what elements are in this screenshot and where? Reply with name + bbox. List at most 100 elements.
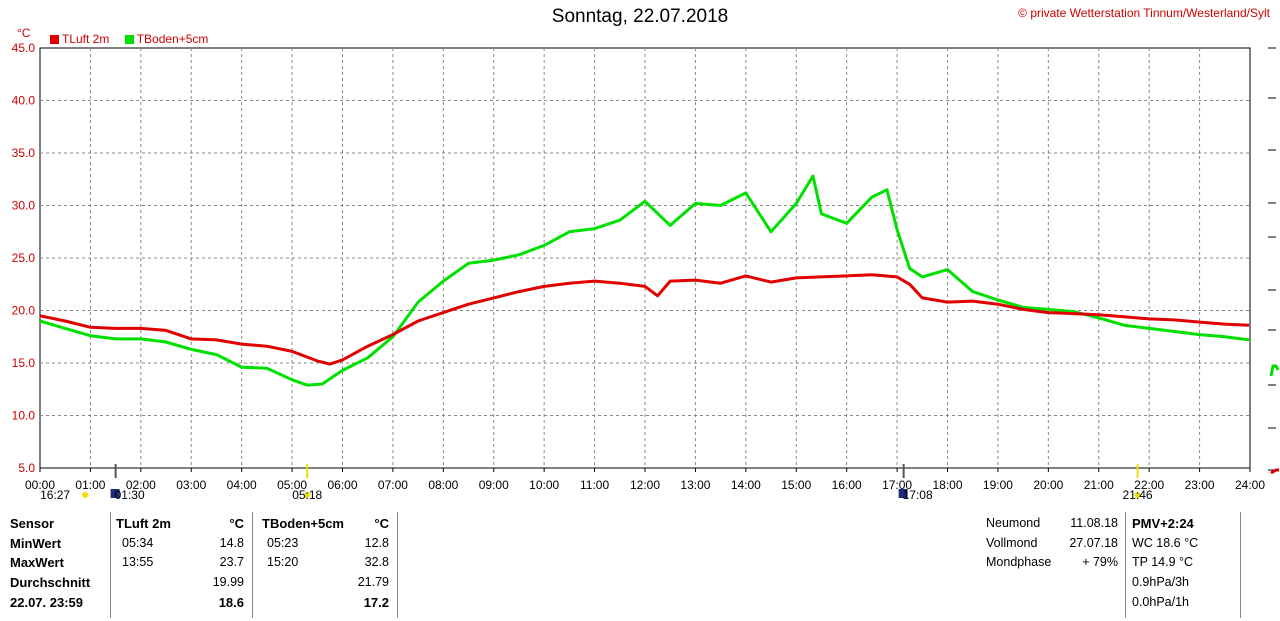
tboden-unit: °C xyxy=(374,516,389,531)
marker-label: 16:27 xyxy=(40,488,70,502)
sunset-dot xyxy=(1134,492,1141,498)
x-tick-label: 18:00 xyxy=(932,478,962,492)
divider xyxy=(1125,512,1126,618)
y-tick-label: 40.0 xyxy=(12,94,36,108)
mondphase-label: Mondphase xyxy=(986,555,1052,569)
divider xyxy=(252,512,253,618)
chart-grid xyxy=(39,47,1251,469)
tboden-avg: 21.79 xyxy=(357,575,389,589)
stats-labels: Sensor MinWert MaxWert Durchschnitt 22.0… xyxy=(10,510,110,621)
x-tick-label: 21:00 xyxy=(1084,478,1114,492)
vollmond-label: Vollmond xyxy=(986,536,1038,550)
y-tick-label: 30.0 xyxy=(12,199,36,213)
tluft-min-val: 14.8 xyxy=(219,536,244,550)
label-avg: Durchschnitt xyxy=(10,575,91,590)
x-tick-label: 16:00 xyxy=(832,478,862,492)
x-tick-label: 00:00 xyxy=(25,478,55,492)
legend-swatch-red xyxy=(50,34,59,44)
legend-label-tboden: TBoden+5cm xyxy=(136,32,209,46)
stats-panel: Sensor MinWert MaxWert Durchschnitt 22.0… xyxy=(0,510,1280,621)
extra-info: PMV+2:24 WC 18.6 °C TP 14.9 °C 0.9hPa/3h… xyxy=(1132,510,1242,621)
stats-tluft: TLuft 2m °C 05:34 14.8 13:55 23.7 19.99 … xyxy=(110,510,252,621)
pressure-3h: 0.9hPa/3h xyxy=(1132,575,1189,589)
y-axis-unit: °C xyxy=(17,26,31,40)
tluft-max-time: 13:55 xyxy=(122,555,154,569)
legend-item-tboden: TBoden+5cm xyxy=(124,32,209,46)
chart-legend: TLuft 2m TBoden+5cm xyxy=(50,32,220,47)
sun-moon-markers: 16:27 01:30 05:18 17:08 21:46 xyxy=(40,464,1153,502)
x-tick-label: 24:00 xyxy=(1235,478,1265,492)
marker-label: 05:18 xyxy=(292,488,322,502)
moonrise-icon xyxy=(110,489,120,498)
x-tick-label: 05:00 xyxy=(277,478,307,492)
x-tick-label: 03:00 xyxy=(176,478,206,492)
x-tick-label: 13:00 xyxy=(680,478,710,492)
mondphase-val: + 79% xyxy=(1082,555,1118,569)
y-tick-label: 20.0 xyxy=(12,304,36,318)
y-tick-label: 10.0 xyxy=(12,409,36,423)
y-tick-label: 5.0 xyxy=(18,461,35,475)
legend-item-tluft: TLuft 2m xyxy=(50,32,109,46)
tluft-min-time: 05:34 xyxy=(122,536,154,550)
x-tick-label: 02:00 xyxy=(126,478,156,492)
x-tick-label: 19:00 xyxy=(983,478,1013,492)
marker-label: 17:08 xyxy=(903,488,933,502)
chart-title: Sonntag, 22.07.2018 xyxy=(551,6,729,27)
sunrise-dot xyxy=(304,492,311,498)
label-min: MinWert xyxy=(10,536,62,551)
moonset-icon xyxy=(898,489,908,498)
y-tick-label: 35.0 xyxy=(12,146,36,160)
chart-series xyxy=(39,174,1250,387)
x-tick-label: 08:00 xyxy=(428,478,458,492)
stats-tboden: TBoden+5cm °C 05:23 12.8 15:20 32.8 21.7… xyxy=(252,510,397,621)
series-line-1 xyxy=(39,174,1250,387)
x-tick-label: 11:00 xyxy=(580,478,609,492)
label-last: 22.07. 23:59 xyxy=(10,595,84,610)
y-tick-label: 15.0 xyxy=(12,356,36,370)
label-sensor: Sensor xyxy=(10,516,55,531)
legend-label-tluft: TLuft 2m xyxy=(62,32,110,46)
tluft-last: 18.6 xyxy=(218,595,244,610)
x-tick-label: 17:00 xyxy=(882,478,912,492)
tluft-max-val: 23.7 xyxy=(219,555,244,569)
x-tick-label: 14:00 xyxy=(731,478,761,492)
x-axis-ticks: 00:00 01:00 02:00 03:00 04:00 05:00 06:00 07:00… xyxy=(25,468,1265,492)
tboden-last: 17.2 xyxy=(363,595,389,610)
label-max: MaxWert xyxy=(10,555,64,570)
divider xyxy=(1240,512,1241,618)
tboden-min-val: 12.8 xyxy=(364,536,389,550)
moon-info: Neumond 11.08.18 Vollmond 27.07.18 Mondp… xyxy=(986,510,1118,621)
x-tick-label: 04:00 xyxy=(227,478,257,492)
tluft-header: TLuft 2m xyxy=(116,516,171,531)
y-tick-label: 45.0 xyxy=(12,41,36,55)
x-tick-label: 09:00 xyxy=(479,478,509,492)
tboden-header: TBoden+5cm xyxy=(262,516,344,531)
vollmond-date: 27.07.18 xyxy=(1069,536,1118,550)
divider xyxy=(397,512,398,618)
x-tick-label: 07:00 xyxy=(378,478,408,492)
copyright-text: © private Wetterstation Tinnum/Westerlan… xyxy=(1018,6,1270,20)
x-tick-label: 12:00 xyxy=(630,478,660,492)
marker-label: 01:30 xyxy=(115,488,145,502)
temperature-chart: 5.0 10.0 15.0 20.0 25.0 30.0 35.0 40.0 45.0 00:0… xyxy=(12,41,1280,502)
tboden-min-time: 05:23 xyxy=(267,536,299,550)
tluft-avg: 19.99 xyxy=(212,575,244,589)
divider xyxy=(110,512,111,618)
x-tick-label: 06:00 xyxy=(327,478,357,492)
y-axis-ticks: 5.0 10.0 15.0 20.0 25.0 30.0 35.0 40.0 45.0 xyxy=(12,41,36,475)
x-tick-label: 10:00 xyxy=(529,478,559,492)
tboden-max-time: 15:20 xyxy=(267,555,299,569)
right-red-trace xyxy=(1270,468,1279,475)
pressure-1h: 0.0hPa/1h xyxy=(1132,595,1189,609)
neumond-label: Neumond xyxy=(986,516,1041,530)
legend-swatch-green xyxy=(124,34,134,44)
y-tick-label: 25.0 xyxy=(12,251,36,265)
neumond-date: 11.08.18 xyxy=(1070,516,1118,530)
pmv-value: PMV+2:24 xyxy=(1132,516,1194,531)
series-line-0 xyxy=(39,273,1250,366)
x-tick-label: 20:00 xyxy=(1033,478,1063,492)
marker-label: 21:46 xyxy=(1123,488,1153,502)
tp-value: TP 14.9 °C xyxy=(1132,555,1194,569)
tboden-max-val: 32.8 xyxy=(364,555,389,569)
sun-dot xyxy=(82,492,89,498)
